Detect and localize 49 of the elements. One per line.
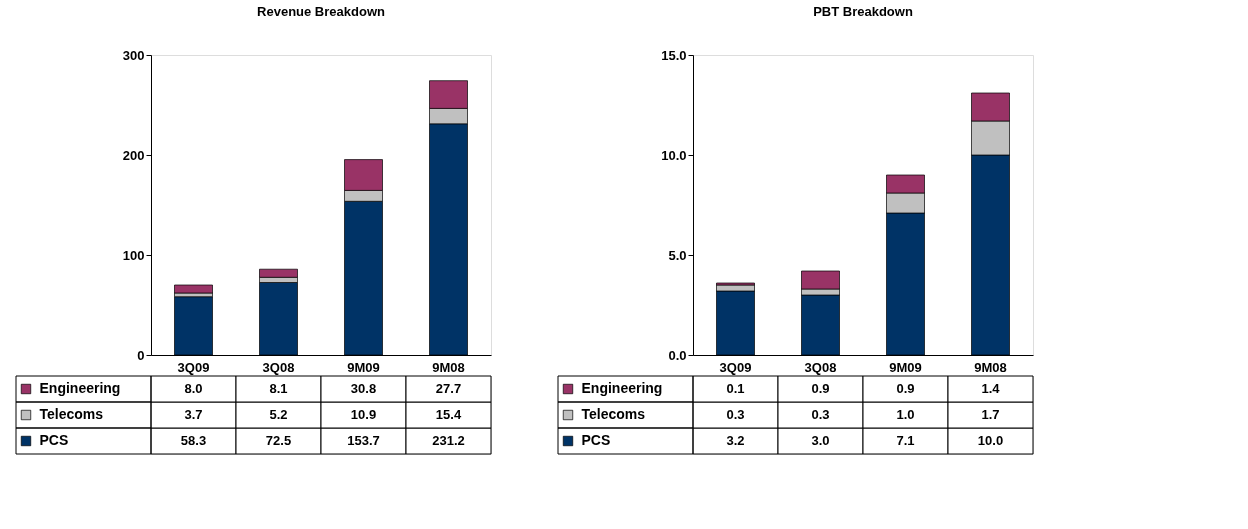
y-tick-label: 0 — [137, 347, 145, 363]
data-label: 231.2 — [432, 433, 465, 448]
data-label: 3.7 — [184, 407, 203, 422]
data-label: 10.9 — [350, 407, 377, 422]
x-tick-label: 3Q08 — [262, 359, 295, 375]
y-tick-label: 100 — [122, 247, 145, 263]
legend-label: Telecoms — [39, 406, 104, 422]
x-tick-label: 3Q09 — [719, 359, 752, 375]
chart-title: Revenue Breakdown — [257, 4, 385, 19]
y-tick-label: 0.0 — [668, 347, 687, 363]
data-label: 10.0 — [977, 433, 1004, 448]
data-label: 1.4 — [981, 381, 1001, 396]
y-tick-label: 15.0 — [661, 47, 687, 63]
data-label: 72.5 — [265, 433, 292, 448]
legend-label: PCS — [581, 432, 611, 448]
y-tick-label: 10.0 — [661, 147, 687, 163]
data-label: 30.8 — [350, 381, 377, 396]
data-label: 15.4 — [435, 407, 462, 422]
data-label: 0.3 — [811, 407, 830, 422]
y-tick-label: 200 — [122, 147, 145, 163]
data-label: 3.2 — [726, 433, 745, 448]
x-tick-label: 9M08 — [974, 359, 1007, 375]
y-tick-label: 5.0 — [668, 247, 687, 263]
data-label: 0.9 — [811, 381, 830, 396]
x-tick-label: 9M09 — [889, 359, 922, 375]
data-label: 7.1 — [896, 433, 915, 448]
chart-title: PBT Breakdown — [813, 4, 913, 19]
data-label: 1.7 — [981, 407, 1000, 422]
data-label: 0.9 — [896, 381, 915, 396]
legend-label: Engineering — [39, 380, 121, 396]
data-label: 0.1 — [726, 381, 745, 396]
data-label: 27.7 — [435, 381, 462, 396]
data-label: 153.7 — [347, 433, 380, 448]
data-label: 58.3 — [180, 433, 207, 448]
legend-label: Telecoms — [581, 406, 646, 422]
data-label: 5.2 — [269, 407, 288, 422]
y-tick-label: 300 — [122, 47, 145, 63]
legend-label: PCS — [39, 432, 69, 448]
x-tick-label: 9M08 — [432, 359, 465, 375]
legend-label: Engineering — [581, 380, 663, 396]
data-label: 3.0 — [811, 433, 830, 448]
data-label: 0.3 — [726, 407, 745, 422]
x-tick-label: 3Q08 — [804, 359, 837, 375]
data-label: 8.1 — [269, 381, 288, 396]
data-label: 1.0 — [896, 407, 915, 422]
x-tick-label: 3Q09 — [177, 359, 210, 375]
x-tick-label: 9M09 — [347, 359, 380, 375]
data-label: 8.0 — [184, 381, 203, 396]
bar — [174, 284, 213, 294]
